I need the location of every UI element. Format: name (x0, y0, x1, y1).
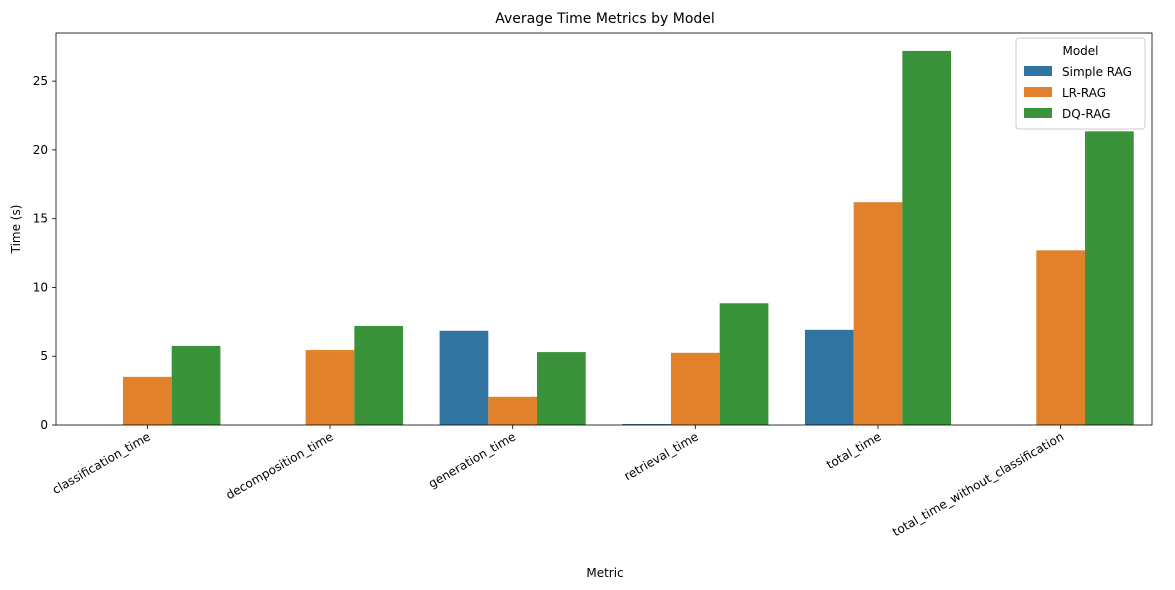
y-tick-label: 15 (33, 212, 48, 226)
bar (354, 325, 404, 425)
bar (804, 329, 854, 425)
bar (853, 202, 903, 425)
bar (1036, 250, 1086, 425)
bar (622, 424, 671, 425)
legend-entry: LR-RAG (1062, 86, 1106, 100)
y-tick-label: 0 (40, 418, 48, 432)
bar (719, 303, 769, 425)
chart-title: Average Time Metrics by Model (495, 11, 715, 27)
y-tick-label: 10 (33, 280, 48, 294)
bar (902, 50, 952, 425)
x-axis-label: Metric (586, 566, 623, 580)
x-tick-label: generation_time (426, 429, 518, 490)
legend-entry: DQ-RAG (1062, 107, 1111, 121)
bar (439, 330, 489, 425)
x-tick-label: classification_time (50, 429, 153, 496)
bar (122, 376, 172, 425)
legend-swatch (1024, 108, 1052, 118)
bar (305, 350, 355, 425)
bar (1085, 131, 1134, 425)
bar (537, 352, 586, 425)
bar (488, 396, 538, 425)
legend-title: Model (1062, 44, 1098, 58)
legend-box (1015, 37, 1146, 130)
legend-swatch (1024, 87, 1052, 97)
plot-frame (55, 32, 1153, 426)
legend-swatch (1024, 66, 1052, 76)
x-tick-label: decomposition_time (223, 429, 335, 502)
legend: Model Simple RAG LR-RAG DQ-RAG (1015, 37, 1146, 130)
y-tick-label: 25 (33, 74, 48, 88)
plot-area: 0 5 10 15 20 25 classification_time decompositi… (33, 32, 1153, 539)
y-tick-label: 20 (33, 143, 48, 157)
x-tick-label: retrieval_time (622, 429, 701, 483)
x-tick-label: total_time_without_classification (890, 429, 1066, 539)
y-tick-label: 5 (40, 349, 48, 363)
y-axis-label: Time (s) (9, 205, 23, 255)
legend-entry: Simple RAG (1062, 65, 1132, 79)
bar (171, 345, 221, 425)
x-tick-label: total_time (824, 429, 883, 471)
bar (670, 352, 720, 425)
